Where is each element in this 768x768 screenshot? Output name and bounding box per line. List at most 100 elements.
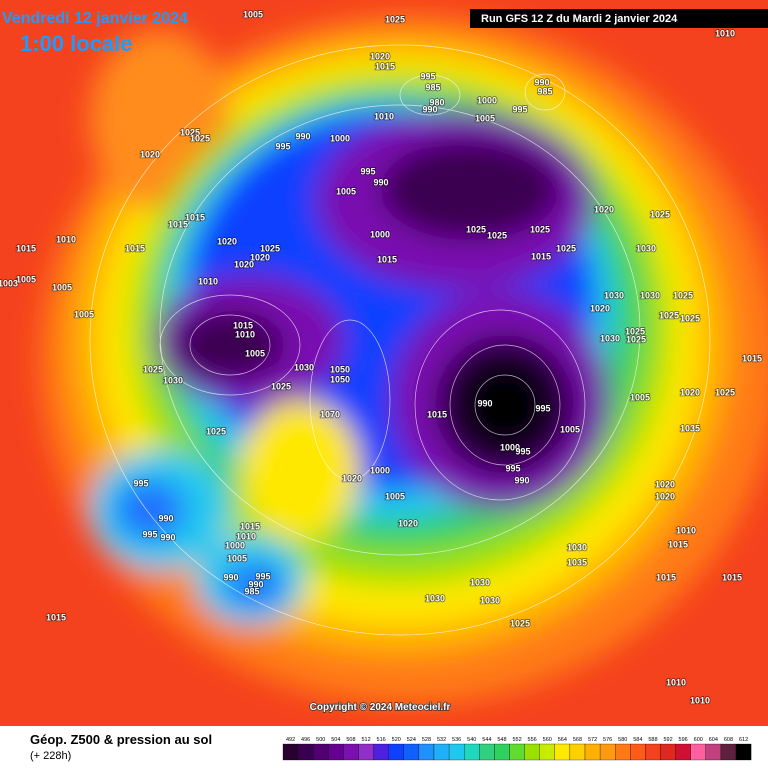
isobar-label: 1020 (140, 149, 160, 159)
scale-label: 612 (739, 737, 748, 743)
scale-swatch (328, 743, 344, 761)
isobar-label: 1005 (385, 491, 405, 501)
scale-swatch (403, 743, 420, 761)
map-title: Géop. Z500 & pression au sol (30, 732, 212, 747)
scale-label: 492 (286, 737, 295, 743)
isobar-label: 1010 (235, 329, 255, 339)
isobar-label: 1000 (370, 229, 390, 239)
isobar-label: 990 (422, 104, 437, 114)
isobar-label: 1000 (370, 465, 390, 475)
scale-swatch (282, 743, 299, 761)
isobar-label: 1030 (294, 362, 314, 372)
isobar-label: 1005 (16, 274, 36, 284)
isobar-label: 1005 (227, 553, 247, 563)
isobar-label: 1000 (477, 95, 497, 105)
isobar-label: 1020 (342, 473, 362, 483)
isobar-label: 1015 (427, 409, 447, 419)
isobar-label: 980 (429, 97, 444, 107)
isobar-label: 1005 (243, 9, 263, 19)
isobar-label: 1030 (425, 593, 445, 603)
isobar-label: 1030 (604, 290, 624, 300)
isobar-label: 1005 (630, 392, 650, 402)
scale-label: 580 (618, 737, 627, 743)
isobar-label: 1015 (233, 320, 253, 330)
run-info: Run GFS 12 Z du Mardi 2 janvier 2024 (481, 13, 678, 25)
isobar-label: 1010 (374, 111, 394, 121)
scale-swatch (479, 743, 495, 761)
isobar-label: 1000 (225, 540, 245, 550)
scale-label: 500 (316, 737, 325, 743)
scale-label: 588 (648, 737, 657, 743)
scale-swatch (464, 743, 480, 761)
isobar-label: 1050 (330, 364, 350, 374)
scale-swatch (645, 743, 661, 761)
scale-swatch (448, 743, 465, 761)
scale-swatch (358, 743, 374, 761)
isobar-label: 1010 (690, 695, 710, 705)
isobar-label: 1035 (680, 423, 700, 433)
scale-swatch (584, 743, 601, 761)
isobar-label: 1025 (715, 387, 735, 397)
scale-swatch (524, 743, 540, 761)
isobar-label: 990 (248, 579, 263, 589)
isobar-label: 1015 (185, 212, 205, 222)
isobar-label: 990 (373, 177, 388, 187)
isobar-label: 1025 (143, 364, 163, 374)
scale-label: 548 (497, 737, 506, 743)
isobar-label: 1005 (74, 309, 94, 319)
isobar-label: 1050 (330, 374, 350, 384)
color-scale: 492 496 500 504 508 512 516 520 524 528 532 536 540 5… (282, 737, 752, 761)
isobar-label: 1015 (656, 572, 676, 582)
isobar-label: 1000 (330, 133, 350, 143)
isobar-label: 1015 (46, 612, 66, 622)
forecast-date: Vendredi 12 janvier 2024 (2, 10, 188, 27)
isobar-label: 1010 (666, 677, 686, 687)
isobar-label: 1015 (168, 219, 188, 229)
scale-swatch (599, 743, 616, 761)
scale-swatch (313, 743, 329, 761)
isobar-label: 1025 (510, 618, 530, 628)
isobar-label: 1025 (625, 326, 645, 336)
scale-swatch (615, 743, 631, 761)
isobar-label: 1015 (531, 251, 551, 261)
isobar-label: 1025 (680, 313, 700, 323)
scale-label: 508 (346, 737, 355, 743)
run-box (470, 9, 768, 28)
isobar-label: 990 (295, 131, 310, 141)
lead-time: (+ 228h) (30, 750, 71, 762)
scale-swatch (705, 743, 722, 761)
isobar-label: 1000 (500, 442, 520, 452)
scale-label: 504 (331, 737, 340, 743)
isobar-label: 990 (158, 513, 173, 523)
scale-swatch (343, 743, 359, 761)
scale-swatch (388, 743, 404, 761)
isobar-label: 1035 (567, 557, 587, 567)
scale-swatch (660, 743, 676, 761)
isobar-label: 995 (505, 463, 520, 473)
isobar-label: 1020 (250, 252, 270, 262)
isobar-label: 990 (477, 398, 492, 408)
scale-label: 516 (377, 737, 386, 743)
isobar-label: 1030 (470, 577, 490, 587)
isobar-label: 995 (420, 71, 435, 81)
isobar-label: 1010 (676, 525, 696, 535)
isobar-label: 1010 (56, 234, 76, 244)
scale-label: 512 (361, 737, 370, 743)
isobar-label: 1025 (180, 127, 200, 137)
isobar-labels: 1005 102510101020101599598598099099098510… (0, 9, 763, 707)
scale-swatch (554, 743, 571, 761)
scale-label: 524 (407, 737, 416, 743)
isobar-label: 995 (360, 166, 375, 176)
scale-swatch (735, 743, 752, 761)
isobar-label: 990 (223, 572, 238, 582)
scale-swatch (720, 743, 737, 761)
isobar-label: 1025 (556, 243, 576, 253)
scale-label: 604 (709, 737, 718, 743)
isobar-label: 1025 (271, 381, 291, 391)
scale-label: 592 (663, 737, 672, 743)
isobar-label: 1020 (590, 303, 610, 313)
isobar-label: 1015 (375, 61, 395, 71)
isobar-label: 1025 (673, 290, 693, 300)
forecast-time: 1:00 locale (20, 31, 133, 56)
